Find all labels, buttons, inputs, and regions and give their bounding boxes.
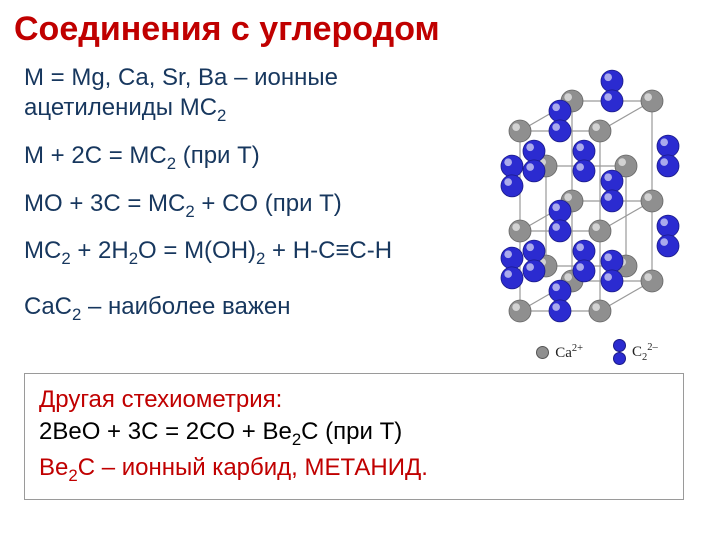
t: + H-C≡C-H <box>265 237 392 264</box>
t: + CO (при T) <box>195 190 342 217</box>
stoichiometry-box: Другая стехиометрия: 2BeO + 3C = 2CO + B… <box>24 373 684 500</box>
box-note: Be2C – ионный карбид, МЕТАНИД. <box>39 452 669 487</box>
sub: 2 <box>68 466 77 485</box>
t: + 2H <box>71 237 129 264</box>
gray-sphere-icon <box>536 346 549 359</box>
crystal-lattice-diagram <box>474 53 714 333</box>
legend-c2-label: C22– <box>632 342 658 363</box>
t: MO + 3C = MC <box>24 190 185 217</box>
legend-ca-label: Ca2+ <box>555 343 583 362</box>
t: Be <box>39 454 68 481</box>
diagram-column: Ca2+ C22– <box>474 49 720 365</box>
t: M = Mg, Ca, Sr, Ba – ионные <box>24 64 338 91</box>
t: C (при T) <box>301 418 402 445</box>
t: MC <box>24 237 61 264</box>
t: M + 2C = MC <box>24 142 167 169</box>
sub: 2 <box>167 154 176 173</box>
text-column: M = Mg, Ca, Sr, Ba – ионные ацетилениды … <box>0 49 474 365</box>
t: ацетилениды MC <box>24 94 217 121</box>
line-eq3: MC2 + 2H2O = M(OH)2 + H-C≡C-H <box>24 236 474 270</box>
sub: 2 <box>256 249 265 268</box>
diagram-legend: Ca2+ C22– <box>474 339 720 365</box>
sub: 2 <box>129 249 138 268</box>
line-eq1: M + 2C = MC2 (при T) <box>24 141 474 175</box>
t: (при T) <box>176 142 260 169</box>
t: C – ионный карбид, МЕТАНИД. <box>78 454 428 481</box>
line-metals: M = Mg, Ca, Sr, Ba – ионные ацетилениды … <box>24 63 474 127</box>
box-heading: Другая стехиометрия: <box>39 384 669 416</box>
line-cac2: CaC2 – наиболее важен <box>24 292 474 326</box>
content-row: M = Mg, Ca, Sr, Ba – ионные ацетилениды … <box>0 49 720 365</box>
blue-pair-icon <box>613 339 626 365</box>
sub: 2 <box>217 106 226 125</box>
sub: 2 <box>292 430 301 449</box>
t: 2BeO + 3C = 2CO + Be <box>39 418 292 445</box>
sub: 2 <box>72 305 81 324</box>
line-eq2: MO + 3C = MC2 + CO (при T) <box>24 189 474 223</box>
sub: 2 <box>185 201 194 220</box>
legend-ca: Ca2+ <box>536 339 583 365</box>
t: O = M(OH) <box>138 237 256 264</box>
page-title: Соединения с углеродом <box>0 0 720 49</box>
t: CaC <box>24 293 72 320</box>
legend-c2: C22– <box>613 339 658 365</box>
t: – наиболее важен <box>81 293 290 320</box>
box-eq: 2BeO + 3C = 2CO + Be2C (при T) <box>39 416 669 451</box>
sub: 2 <box>61 249 70 268</box>
